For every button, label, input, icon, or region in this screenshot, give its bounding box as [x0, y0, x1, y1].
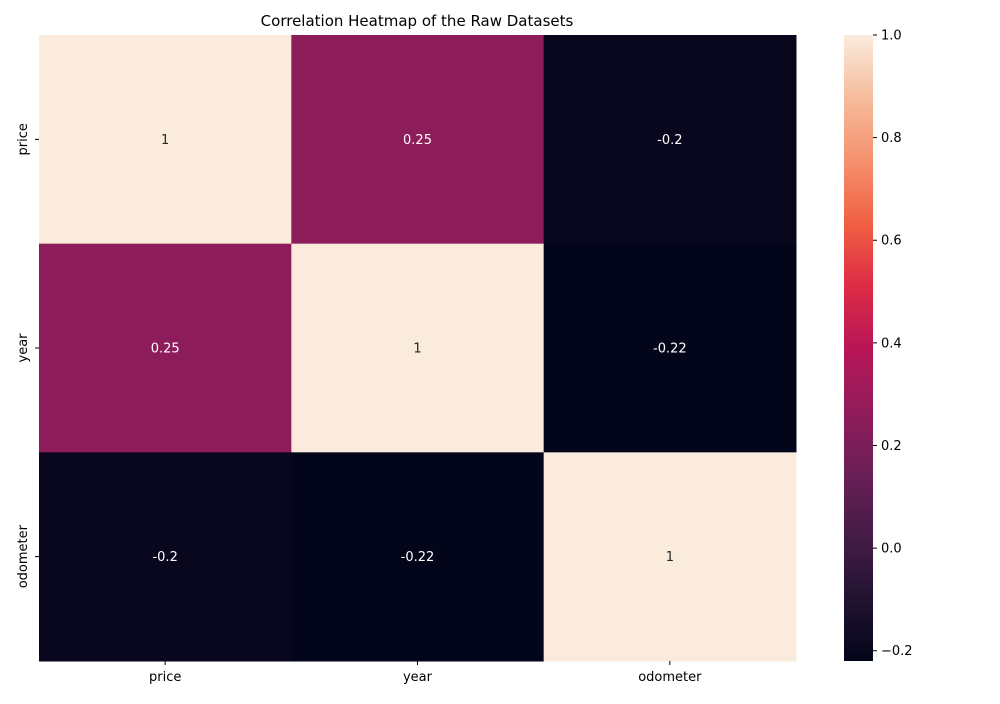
colorbar-tick-label: 0.2 [881, 439, 902, 454]
x-tick-label: odometer [638, 670, 702, 685]
cell-annotation: -0.22 [653, 342, 687, 357]
colorbar-tick-label: 0.4 [881, 336, 902, 351]
heatmap-cell [543, 452, 797, 662]
cell-annotation: -0.2 [152, 550, 177, 565]
heatmap-cell [39, 452, 292, 662]
heatmap-cell [543, 35, 797, 245]
colorbar-tick-label: −0.2 [881, 644, 913, 659]
cell-annotation: 0.25 [403, 133, 432, 148]
y-axis: price year odometer [16, 123, 39, 588]
heatmap-cell [39, 35, 292, 245]
cell-annotation: 1 [413, 342, 421, 357]
heatmap-annotations: 1 0.25 -0.2 0.25 1 -0.22 -0.2 -0.22 1 [151, 133, 687, 565]
y-tick-label: odometer [16, 524, 31, 588]
chart-title: Correlation Heatmap of the Raw Datasets [261, 12, 574, 30]
cell-annotation: -0.2 [657, 133, 682, 148]
cell-annotation: -0.22 [401, 550, 435, 565]
x-tick-label: year [403, 670, 433, 685]
cell-annotation: 0.25 [151, 342, 180, 357]
x-tick-label: price [149, 670, 181, 685]
heatmap-cell [39, 243, 292, 453]
colorbar: −0.2 0.0 0.2 0.4 0.6 0.8 1.0 [844, 29, 913, 661]
heatmap-cell [291, 243, 545, 453]
colorbar-tick-label: 0.0 [881, 542, 902, 557]
y-tick-label: year [16, 333, 31, 363]
heatmap-cells [39, 35, 797, 662]
colorbar-tick-label: 1.0 [881, 29, 902, 44]
x-axis: price year odometer [149, 661, 702, 685]
colorbar-gradient [844, 35, 873, 661]
cell-annotation: 1 [161, 133, 169, 148]
heatmap-cell [291, 35, 545, 245]
y-tick-label: price [16, 123, 31, 155]
heatmap-cell [291, 452, 545, 662]
colorbar-tick-label: 0.6 [881, 234, 902, 249]
heatmap-cell [543, 243, 797, 453]
colorbar-tick-label: 0.8 [881, 131, 902, 146]
cell-annotation: 1 [666, 550, 674, 565]
